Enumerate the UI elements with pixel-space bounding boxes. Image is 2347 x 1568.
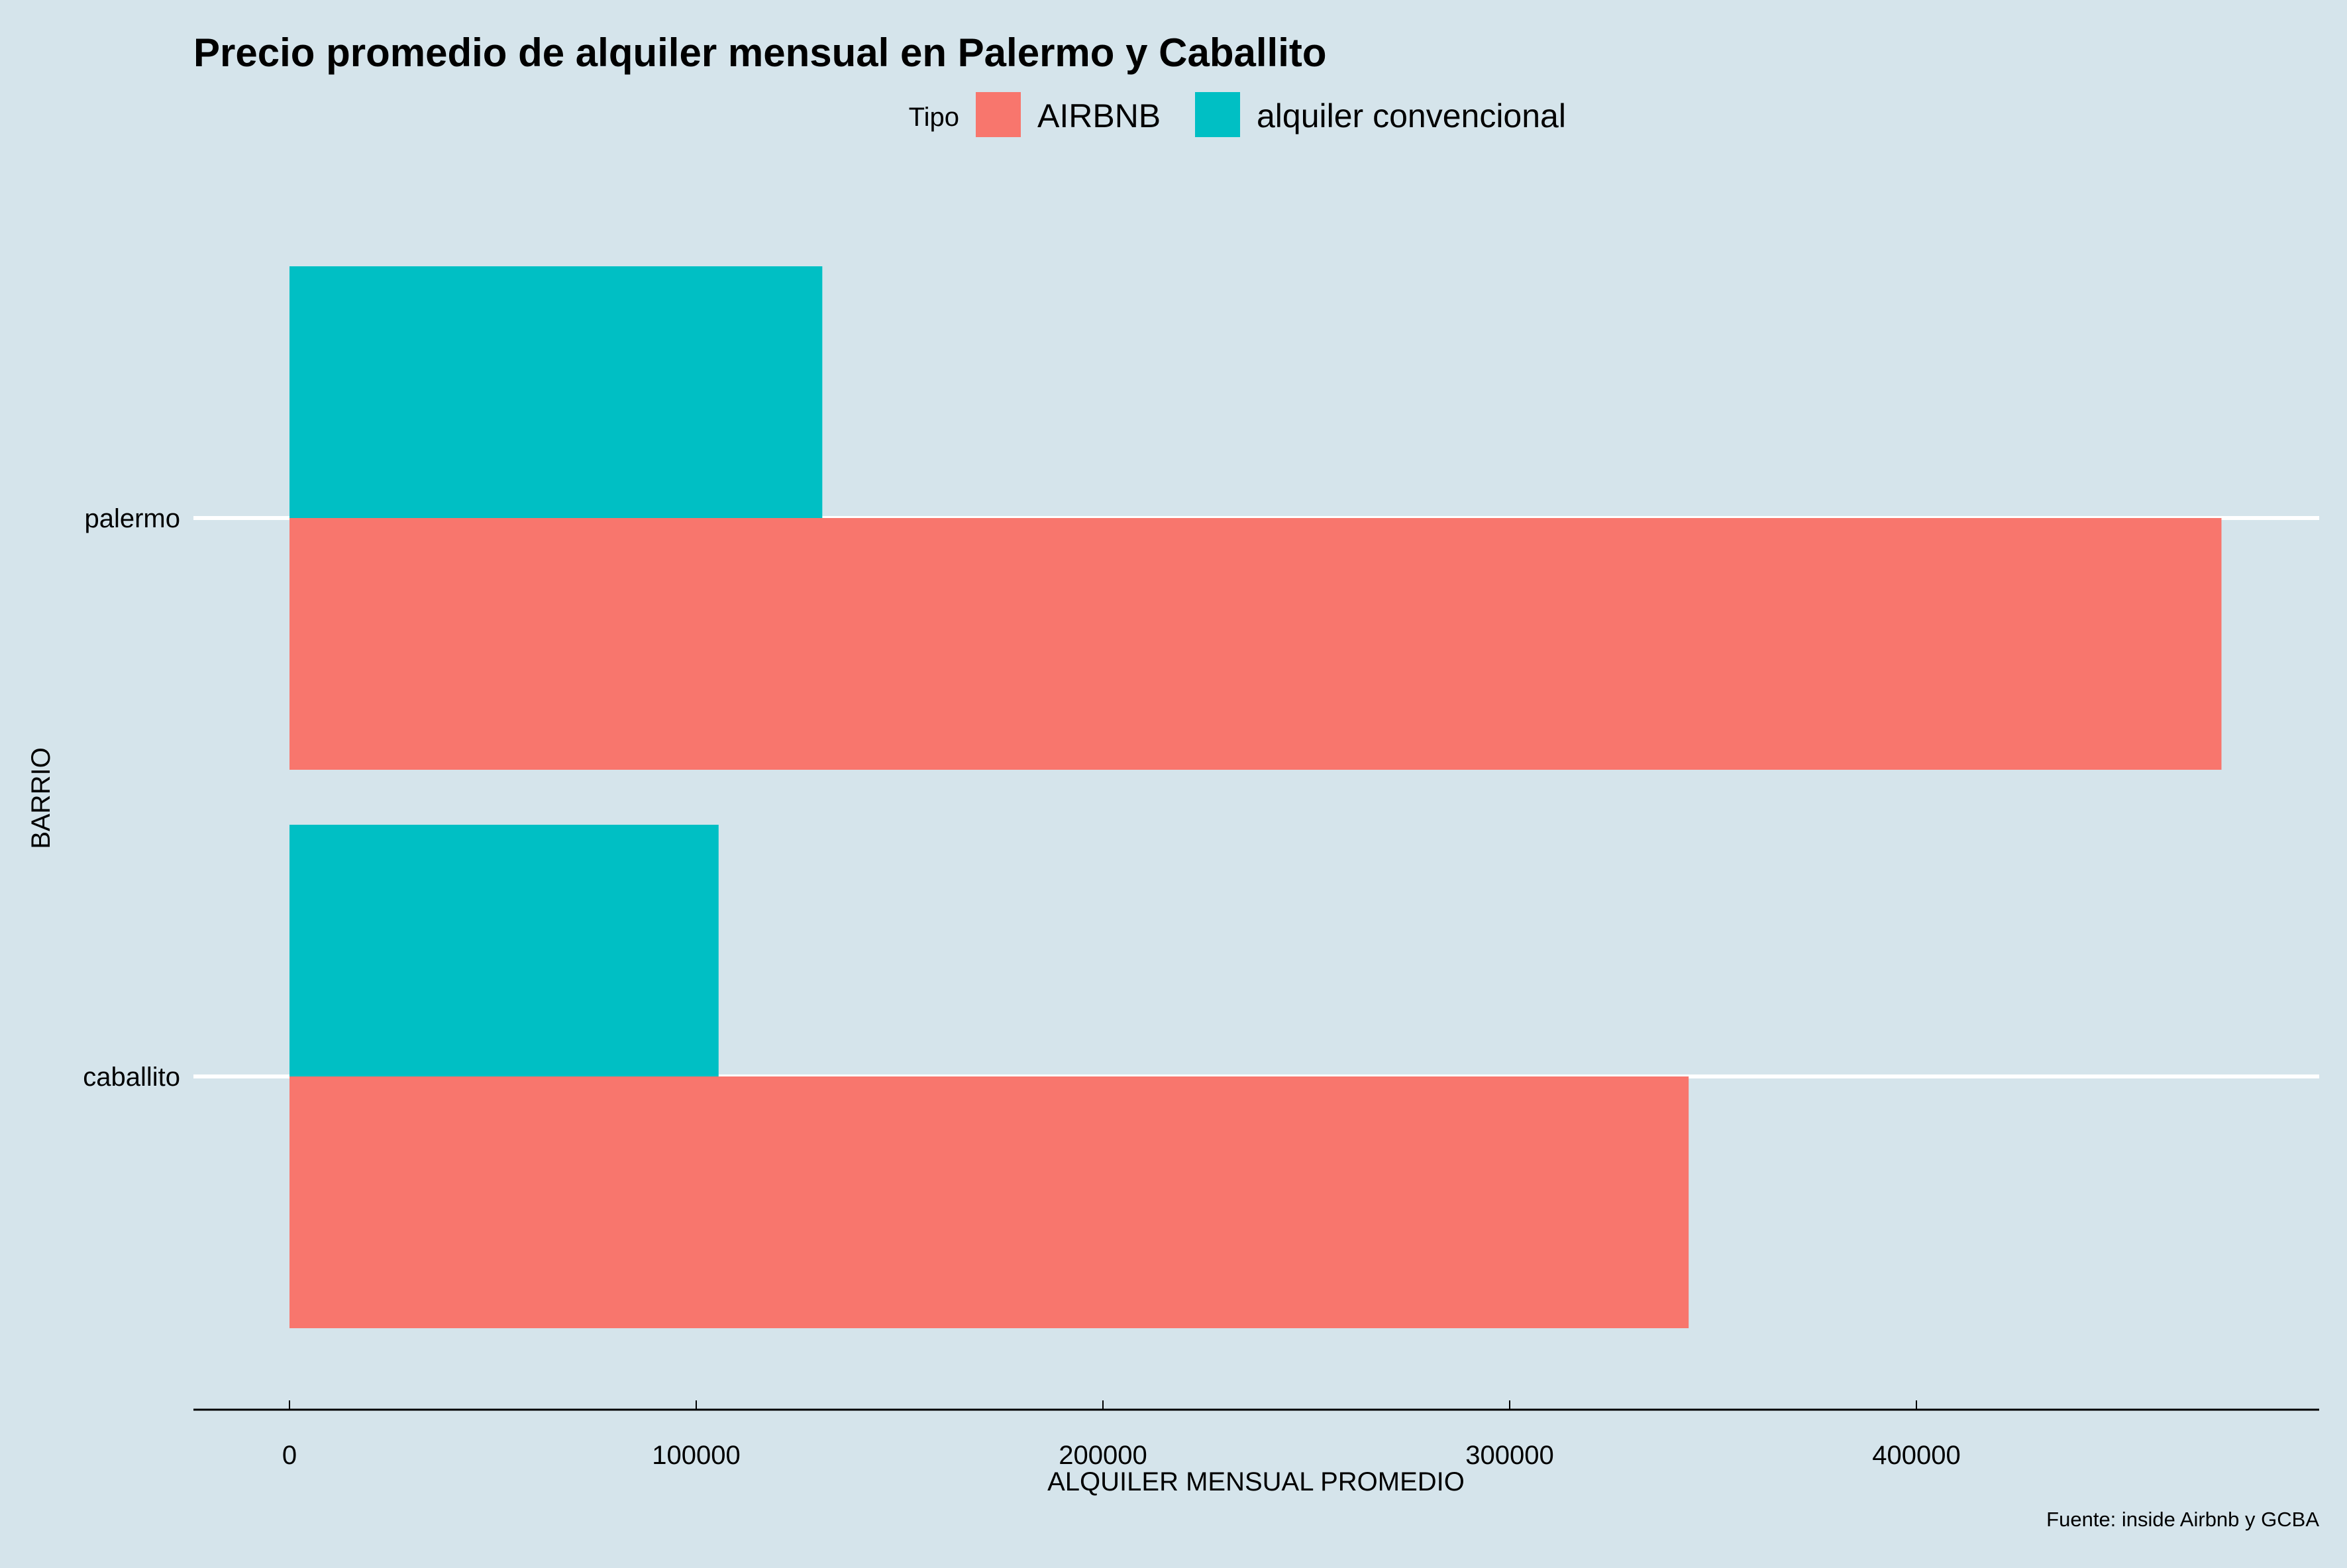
bar-caballito-airbnb — [289, 1076, 1689, 1328]
y-tick-label-palermo: palermo — [84, 504, 180, 533]
chart-title: Precio promedio de alquiler mensual en P… — [193, 30, 1327, 75]
x-tick-label-400000: 400000 — [1872, 1441, 1960, 1470]
x-axis-ticks: 0 100000 200000 300000 400000 — [282, 1400, 1961, 1470]
x-tick-label-300000: 300000 — [1465, 1441, 1553, 1470]
y-tick-label-caballito: caballito — [83, 1063, 180, 1092]
legend-swatch-alquiler — [1195, 92, 1240, 137]
caption: Fuente: inside Airbnb y GCBA — [2046, 1508, 2319, 1531]
bar-palermo-airbnb — [289, 518, 2222, 770]
bar-caballito-alquiler-convencional — [289, 825, 719, 1076]
x-axis-label: ALQUILER MENSUAL PROMEDIO — [1047, 1467, 1465, 1496]
x-tick-label-100000: 100000 — [652, 1441, 740, 1470]
x-tick-label-200000: 200000 — [1059, 1441, 1147, 1470]
bar-palermo-alquiler-convencional — [289, 266, 823, 518]
legend-title: Tipo — [909, 103, 959, 132]
bars — [289, 266, 2222, 1328]
legend-swatch-airbnb — [976, 92, 1021, 137]
y-axis-label: BARRIO — [26, 747, 56, 849]
legend-label-alquiler: alquiler convencional — [1257, 97, 1566, 134]
x-tick-label-0: 0 — [282, 1441, 297, 1470]
y-axis-ticks: palermo caballito — [83, 504, 180, 1092]
legend: Tipo AIRBNB alquiler convencional — [909, 92, 1566, 137]
legend-label-airbnb: AIRBNB — [1037, 97, 1161, 134]
